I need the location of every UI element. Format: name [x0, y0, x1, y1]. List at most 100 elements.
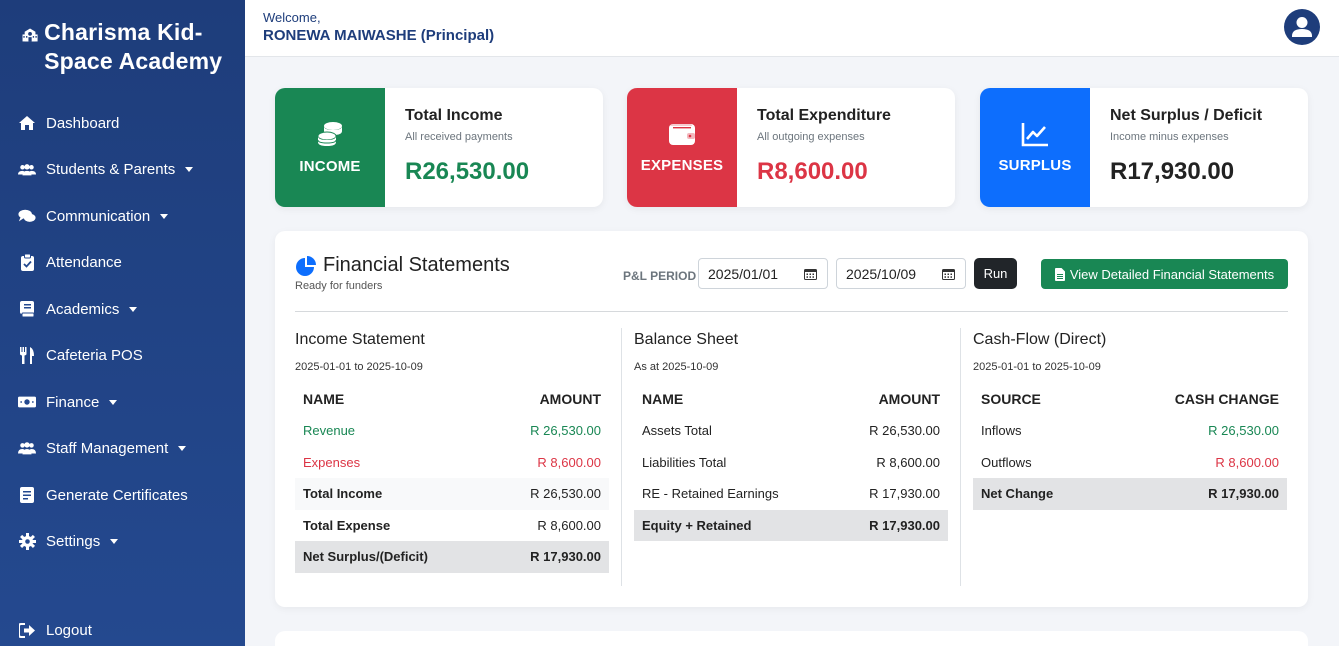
col-amount: AMOUNT: [539, 391, 601, 407]
table-row: Revenue R 26,530.00: [295, 415, 609, 447]
surplus-card-side: SURPLUS: [980, 88, 1090, 207]
row-amount: R 8,600.00: [876, 454, 940, 470]
money-icon: [18, 393, 36, 411]
row-amount: R 17,930.00: [1208, 486, 1279, 502]
sidebar-item-label: Dashboard: [46, 114, 120, 132]
income-statement: Income Statement 2025-01-01 to 2025-10-0…: [295, 328, 609, 573]
row-name: Net Surplus/(Deficit): [303, 549, 428, 565]
wallet-icon: [669, 124, 695, 145]
row-amount: R 26,530.00: [530, 486, 601, 502]
pl-period-label: P&L PERIOD: [623, 269, 697, 283]
table-row: Inflows R 26,530.00: [973, 415, 1287, 447]
chevron-down-icon: [109, 399, 118, 405]
sidebar: Charisma Kid-Space Academy Dashboard Stu…: [0, 0, 245, 646]
col-amount: AMOUNT: [878, 391, 940, 407]
user-name: RONEWA MAIWASHE (Principal): [263, 27, 495, 44]
table-row: Liabilities Total R 8,600.00: [634, 447, 948, 479]
expenses-value: R8,600.00: [757, 158, 868, 185]
chevron-down-icon: [129, 306, 138, 312]
sidebar-item-label: Generate Certificates: [46, 486, 188, 504]
view-detailed-statements-label: View Detailed Financial Statements: [1069, 266, 1275, 282]
expenses-tag: EXPENSES: [640, 157, 724, 174]
income-title: Total Income: [405, 107, 503, 124]
financial-statements-panel: Financial Statements Ready for funders P…: [275, 231, 1308, 607]
expenses-subtitle: All outgoing expenses: [757, 131, 865, 143]
balance-sheet: Balance Sheet As at 2025-10-09 NAME AMOU…: [634, 328, 948, 541]
coins-icon: [317, 122, 342, 146]
row-name: Inflows: [981, 423, 1022, 439]
view-detailed-statements-button[interactable]: View Detailed Financial Statements: [1041, 259, 1288, 289]
row-amount: R 8,600.00: [1215, 454, 1279, 470]
income-card: INCOME Total Income All received payment…: [275, 88, 603, 207]
chevron-down-icon: [160, 213, 169, 219]
sidebar-item-label: Staff Management: [46, 440, 169, 458]
surplus-tag: SURPLUS: [998, 157, 1072, 174]
logout-button[interactable]: Logout: [0, 607, 245, 646]
sidebar-item-cafeteria-pos[interactable]: Cafeteria POS: [0, 333, 245, 380]
end-date-value: 2025/10/09: [846, 265, 917, 282]
expenses-card-side: EXPENSES: [627, 88, 737, 207]
column-divider: [960, 328, 961, 586]
user-icon: [1292, 17, 1312, 37]
income-value: R26,530.00: [405, 158, 530, 185]
sidebar-item-communication[interactable]: Communication: [0, 193, 245, 240]
table-row: Expenses R 8,600.00: [295, 447, 609, 479]
sidebar-item-staff-management[interactable]: Staff Management: [0, 426, 245, 473]
chevron-down-icon: [178, 446, 187, 452]
panel-title: Financial Statements: [295, 254, 510, 277]
sidebar-item-generate-certificates[interactable]: Generate Certificates: [0, 472, 245, 519]
calendar-icon[interactable]: [804, 268, 817, 280]
col-source: SOURCE: [981, 391, 1041, 407]
cash-flow-statement: Cash-Flow (Direct) 2025-01-01 to 2025-10…: [973, 328, 1287, 510]
income-card-side: INCOME: [275, 88, 385, 207]
sidebar-item-label: Cafeteria POS: [46, 347, 143, 365]
home-icon: [18, 114, 36, 132]
row-amount: R 8,600.00: [537, 517, 601, 533]
column-divider: [621, 328, 622, 586]
next-panel: [275, 631, 1308, 646]
utensils-icon: [18, 347, 36, 365]
sidebar-item-settings[interactable]: Settings: [0, 519, 245, 566]
brand[interactable]: Charisma Kid-Space Academy: [0, 0, 245, 76]
sidebar-item-label: Students & Parents: [46, 161, 176, 179]
sidebar-item-finance[interactable]: Finance: [0, 379, 245, 426]
col-name: NAME: [303, 391, 345, 407]
user-avatar-button[interactable]: [1284, 9, 1320, 45]
cash-flow-range: 2025-01-01 to 2025-10-09: [973, 361, 1101, 373]
brand-name: Charisma Kid-Space Academy: [44, 19, 223, 74]
col-name: NAME: [642, 391, 684, 407]
comments-icon: [18, 207, 36, 225]
sidebar-item-academics[interactable]: Academics: [0, 286, 245, 333]
sidebar-item-students-parents[interactable]: Students & Parents: [0, 147, 245, 194]
income-statement-range: 2025-01-01 to 2025-10-09: [295, 361, 423, 373]
table-row: Assets Total R 26,530.00: [634, 415, 948, 447]
table-header: NAME AMOUNT: [634, 383, 948, 415]
row-amount: R 17,930.00: [869, 486, 940, 502]
row-amount: R 17,930.00: [530, 549, 601, 565]
surplus-title: Net Surplus / Deficit: [1110, 107, 1263, 124]
top-header: Welcome, RONEWA MAIWASHE (Principal): [245, 0, 1339, 57]
sidebar-item-attendance[interactable]: Attendance: [0, 240, 245, 287]
sidebar-item-dashboard[interactable]: Dashboard: [0, 100, 245, 147]
start-date-input[interactable]: 2025/01/01: [698, 258, 828, 289]
col-cash-change: CASH CHANGE: [1174, 391, 1279, 407]
balance-sheet-title: Balance Sheet: [634, 331, 739, 348]
row-name: Assets Total: [642, 423, 712, 439]
start-date-value: 2025/01/01: [708, 265, 779, 282]
chevron-down-icon: [185, 167, 194, 173]
run-button[interactable]: Run: [974, 258, 1017, 289]
file-icon: [1054, 267, 1065, 281]
row-amount: R 17,930.00: [869, 517, 940, 533]
table-row-total: Equity + Retained R 17,930.00: [634, 509, 948, 541]
gear-icon: [18, 533, 36, 551]
end-date-input[interactable]: 2025/10/09: [836, 258, 966, 289]
welcome-text: Welcome,: [263, 10, 321, 25]
calendar-icon[interactable]: [942, 268, 955, 280]
sidebar-item-label: Communication: [46, 207, 151, 225]
row-name: Liabilities Total: [642, 454, 727, 470]
row-amount: R 26,530.00: [530, 423, 601, 439]
cash-flow-title: Cash-Flow (Direct): [973, 331, 1107, 348]
financial-statements-subtitle: Ready for funders: [295, 280, 383, 292]
row-name: Equity + Retained: [642, 517, 752, 533]
table-header: NAME AMOUNT: [295, 383, 609, 415]
